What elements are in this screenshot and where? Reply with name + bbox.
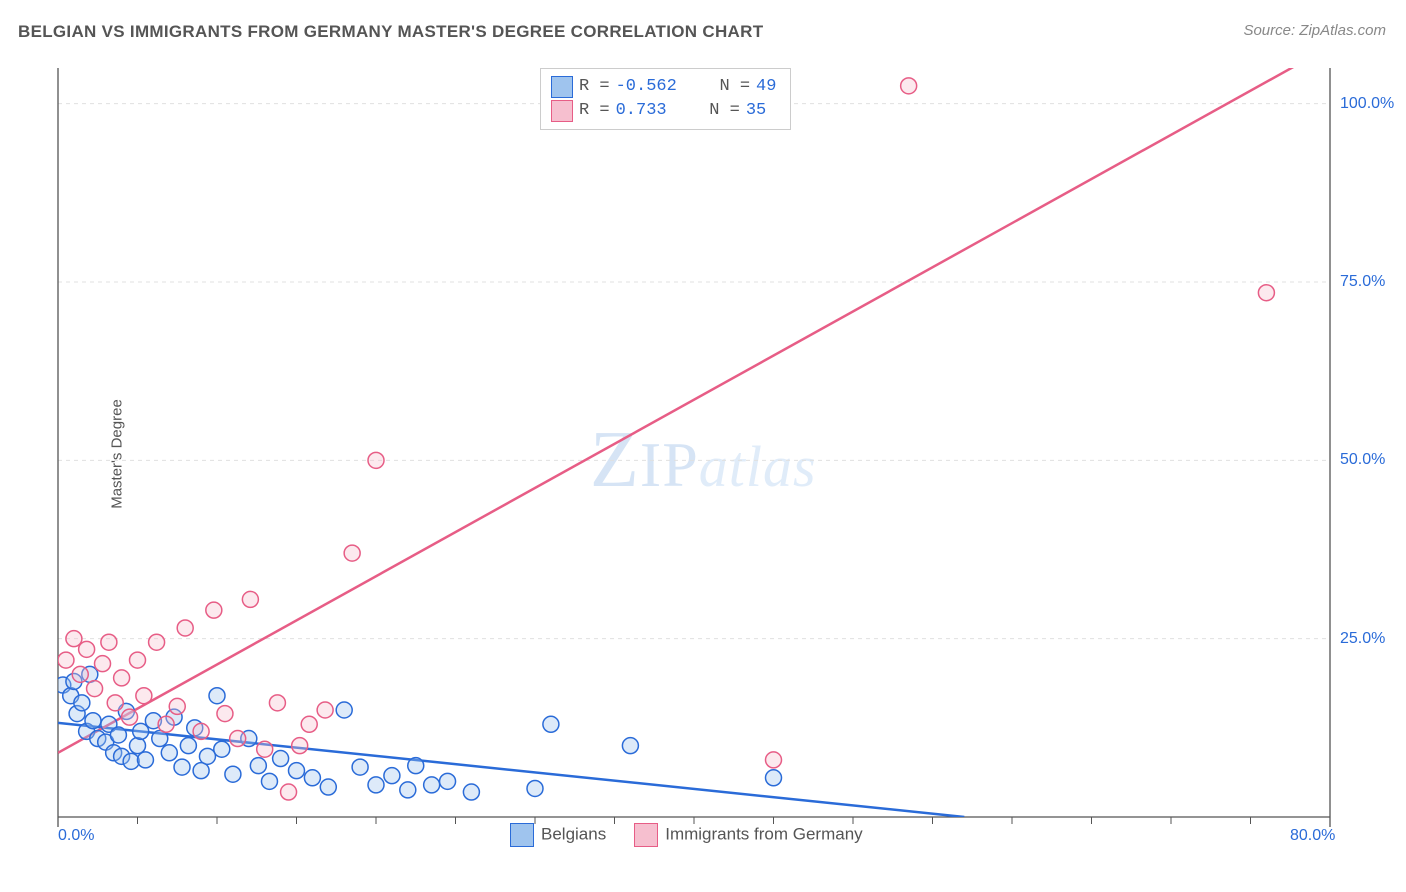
data-point <box>110 727 126 743</box>
data-point <box>463 784 479 800</box>
data-point <box>177 620 193 636</box>
data-point <box>424 777 440 793</box>
data-point <box>206 602 222 618</box>
data-point <box>320 779 336 795</box>
data-point <box>130 738 146 754</box>
data-point <box>58 652 74 668</box>
data-point <box>122 709 138 725</box>
data-point <box>257 741 273 757</box>
data-point <box>622 738 638 754</box>
n-value: 35 <box>746 99 766 123</box>
data-point <box>66 631 82 647</box>
data-point <box>79 641 95 657</box>
data-point <box>1258 285 1274 301</box>
data-point <box>368 452 384 468</box>
x-tick-label: 0.0% <box>58 827 94 845</box>
data-point <box>130 652 146 668</box>
n-label: N = <box>709 99 740 123</box>
data-point <box>174 759 190 775</box>
r-value: -0.562 <box>616 75 677 99</box>
data-point <box>225 766 241 782</box>
data-point <box>209 688 225 704</box>
legend-stats-row: R = -0.562 N = 49 <box>551 75 776 99</box>
legend-swatch <box>551 100 573 122</box>
r-label: R = <box>579 99 610 123</box>
data-point <box>400 782 416 798</box>
data-point <box>133 723 149 739</box>
data-point <box>95 656 111 672</box>
data-point <box>543 716 559 732</box>
data-point <box>317 702 333 718</box>
data-point <box>217 706 233 722</box>
y-tick-label: 75.0% <box>1340 273 1385 291</box>
legend-swatch <box>634 823 658 847</box>
data-point <box>169 698 185 714</box>
data-point <box>440 773 456 789</box>
data-point <box>107 695 123 711</box>
data-point <box>901 78 917 94</box>
data-point <box>114 670 130 686</box>
data-point <box>292 738 308 754</box>
data-point <box>250 758 266 774</box>
data-point <box>180 738 196 754</box>
data-point <box>87 681 103 697</box>
x-tick-label: 80.0% <box>1290 827 1335 845</box>
data-point <box>304 770 320 786</box>
series-legend: Belgians Immigrants from Germany <box>510 823 863 847</box>
data-point <box>137 752 153 768</box>
scatter-chart-svg <box>50 60 1390 847</box>
n-label: N = <box>719 75 750 99</box>
chart-plot-area: Master's Degree ZIPatlas 25.0%50.0%75.0%… <box>50 60 1390 847</box>
legend-label: Belgians <box>541 824 606 843</box>
data-point <box>230 731 246 747</box>
data-point <box>214 741 230 757</box>
legend-swatch <box>510 823 534 847</box>
r-value: 0.733 <box>616 99 667 123</box>
source-attribution: Source: ZipAtlas.com <box>1243 22 1386 39</box>
data-point <box>158 716 174 732</box>
legend-stats-row: R = 0.733 N = 35 <box>551 99 776 123</box>
y-tick-label: 100.0% <box>1340 95 1394 113</box>
data-point <box>161 745 177 761</box>
data-point <box>149 634 165 650</box>
data-point <box>766 752 782 768</box>
chart-title: BELGIAN VS IMMIGRANTS FROM GERMANY MASTE… <box>18 22 763 42</box>
data-point <box>336 702 352 718</box>
data-point <box>766 770 782 786</box>
data-point <box>344 545 360 561</box>
r-label: R = <box>579 75 610 99</box>
data-point <box>72 666 88 682</box>
data-point <box>281 784 297 800</box>
correlation-stats-legend: R = -0.562 N = 49 R = 0.733 N = 35 <box>540 68 791 130</box>
data-point <box>193 723 209 739</box>
data-point <box>408 758 424 774</box>
data-point <box>74 695 90 711</box>
y-tick-label: 50.0% <box>1340 451 1385 469</box>
data-point <box>136 688 152 704</box>
data-point <box>101 634 117 650</box>
trend-line <box>58 60 1330 753</box>
data-point <box>242 591 258 607</box>
data-point <box>85 713 101 729</box>
data-point <box>269 695 285 711</box>
data-point <box>261 773 277 789</box>
data-point <box>273 751 289 767</box>
data-point <box>352 759 368 775</box>
legend-label: Immigrants from Germany <box>665 824 862 843</box>
data-point <box>289 763 305 779</box>
n-value: 49 <box>756 75 776 99</box>
legend-item: Belgians <box>510 823 606 847</box>
data-point <box>368 777 384 793</box>
data-point <box>199 748 215 764</box>
data-point <box>527 780 543 796</box>
y-tick-label: 25.0% <box>1340 630 1385 648</box>
data-point <box>123 753 139 769</box>
legend-swatch <box>551 76 573 98</box>
data-point <box>384 768 400 784</box>
data-point <box>301 716 317 732</box>
legend-item: Immigrants from Germany <box>634 823 862 847</box>
